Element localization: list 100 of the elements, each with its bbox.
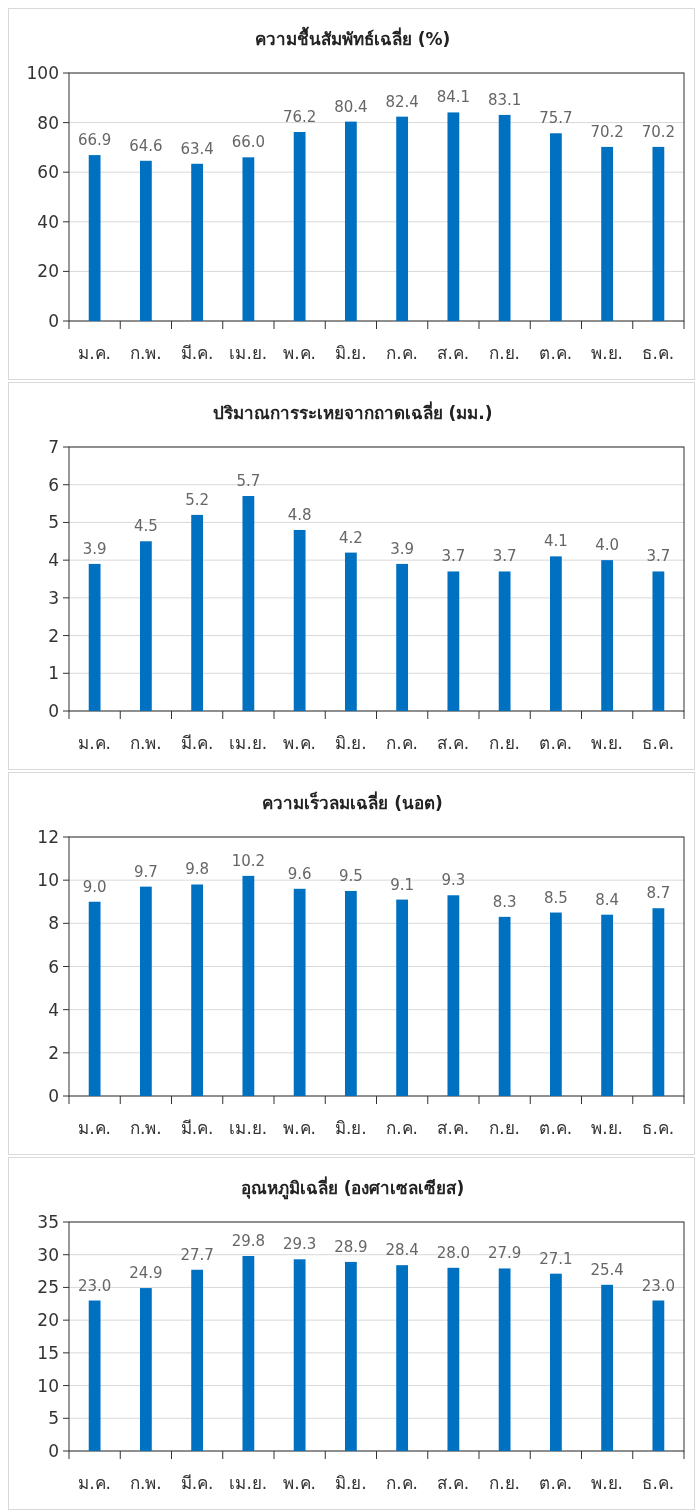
y-tick-label: 20: [37, 1310, 59, 1331]
bar: [139, 1288, 152, 1451]
chart-title: ความเร็วลมเฉลี่ย (นอต): [262, 791, 443, 813]
x-tick-label: มี.ค.: [180, 1473, 214, 1493]
data-label: 29.3: [282, 1235, 317, 1254]
data-label: 5.7: [236, 472, 261, 491]
data-label: 25.4: [590, 1260, 624, 1279]
x-tick-label: เม.ย.: [229, 1473, 268, 1493]
x-tick-label: ธ.ค.: [642, 1118, 675, 1138]
bar: [601, 914, 614, 1096]
bar: [549, 1273, 562, 1451]
y-tick-label: 0: [48, 701, 59, 721]
bar: [139, 886, 152, 1096]
y-tick-label: 10: [37, 1375, 59, 1396]
x-tick-label: ม.ค.: [78, 1473, 112, 1493]
x-tick-label: ส.ค.: [437, 1473, 470, 1493]
bar: [601, 560, 614, 711]
x-tick-label: ต.ค.: [539, 1118, 573, 1138]
data-label: 29.8: [231, 1232, 266, 1251]
bar: [652, 1300, 665, 1451]
x-tick-label: ส.ค.: [437, 733, 470, 753]
y-tick-label: 15: [37, 1342, 59, 1363]
bar: [396, 1265, 409, 1451]
data-label: 27.1: [539, 1249, 573, 1268]
x-tick-label: พ.ย.: [591, 733, 624, 753]
bar: [498, 1268, 511, 1451]
bar: [242, 1256, 255, 1451]
x-tick-label: ม.ค.: [78, 1118, 112, 1138]
x-tick-label: ก.ค.: [386, 1118, 419, 1138]
bar: [293, 132, 306, 321]
bar: [293, 1259, 306, 1451]
y-tick-label: 8: [48, 913, 59, 934]
data-label: 4.0: [595, 536, 620, 555]
bar: [344, 1261, 357, 1451]
x-tick-label: ก.ค.: [386, 343, 419, 363]
y-tick-label: 2: [48, 1042, 59, 1063]
x-tick-label: มิ.ย.: [334, 1473, 367, 1493]
bar: [139, 160, 152, 321]
data-label: 63.4: [180, 139, 214, 158]
x-tick-label: ธ.ค.: [642, 343, 675, 363]
chart-title: ปริมาณการระเหยจากถาดเฉลี่ย (มม.): [212, 401, 493, 423]
data-label: 3.7: [492, 547, 517, 566]
x-tick-label: ธ.ค.: [642, 1473, 675, 1493]
x-tick-label: มิ.ย.: [334, 1118, 367, 1138]
bar: [139, 541, 152, 711]
bar: [498, 114, 511, 321]
data-label: 3.9: [390, 539, 415, 558]
x-tick-label: ก.ย.: [489, 1473, 521, 1493]
bar: [498, 916, 511, 1096]
bar: [549, 912, 562, 1096]
bar: [88, 901, 101, 1096]
data-label: 4.2: [338, 528, 363, 547]
x-tick-label: เม.ย.: [229, 733, 268, 753]
y-tick-label: 40: [37, 211, 59, 232]
y-tick-label: 6: [48, 474, 59, 495]
y-tick-label: 2: [48, 625, 59, 646]
bar: [191, 884, 204, 1096]
bar: [498, 571, 511, 711]
data-label: 3.7: [646, 547, 671, 566]
data-label: 8.3: [492, 892, 517, 911]
data-label: 75.7: [539, 109, 573, 128]
y-tick-label: 6: [48, 956, 59, 977]
x-tick-label: ต.ค.: [539, 733, 573, 753]
bar: [396, 563, 409, 711]
x-tick-label: พ.ย.: [591, 1473, 624, 1493]
bar: [242, 496, 255, 711]
x-tick-label: ก.ย.: [489, 1118, 521, 1138]
bar: [549, 556, 562, 711]
data-label: 9.0: [82, 877, 107, 896]
x-tick-label: ก.ค.: [386, 733, 419, 753]
x-tick-label: เม.ย.: [229, 1118, 268, 1138]
y-tick-label: 1: [48, 663, 59, 684]
x-tick-label: พ.ค.: [283, 1118, 317, 1138]
bar: [549, 133, 562, 321]
data-label: 70.2: [590, 122, 624, 141]
data-label: 9.3: [441, 871, 466, 890]
bar: [447, 1267, 460, 1451]
y-tick-label: 25: [37, 1277, 59, 1298]
x-tick-label: ก.ย.: [489, 733, 521, 753]
y-tick-label: 35: [37, 1212, 59, 1232]
x-tick-label: ก.พ.: [129, 733, 162, 753]
x-tick-label: ก.พ.: [129, 1118, 162, 1138]
x-tick-label: ก.พ.: [129, 1473, 162, 1493]
x-tick-label: มิ.ย.: [334, 343, 367, 363]
bar: [191, 163, 204, 321]
bar: [396, 116, 409, 321]
y-tick-label: 5: [48, 512, 59, 533]
y-tick-label: 0: [48, 1441, 59, 1461]
x-tick-label: ก.พ.: [129, 343, 162, 363]
x-tick-label: พ.ย.: [591, 1118, 624, 1138]
data-label: 28.4: [385, 1241, 419, 1260]
data-label: 5.2: [185, 490, 210, 509]
data-label: 10.2: [231, 851, 266, 870]
data-label: 70.2: [641, 122, 676, 141]
data-label: 4.5: [133, 517, 158, 536]
x-tick-label: พ.ค.: [283, 343, 317, 363]
bar: [293, 888, 306, 1096]
data-label: 83.1: [487, 90, 522, 109]
x-tick-label: ก.ย.: [489, 343, 521, 363]
bar: [88, 155, 101, 321]
